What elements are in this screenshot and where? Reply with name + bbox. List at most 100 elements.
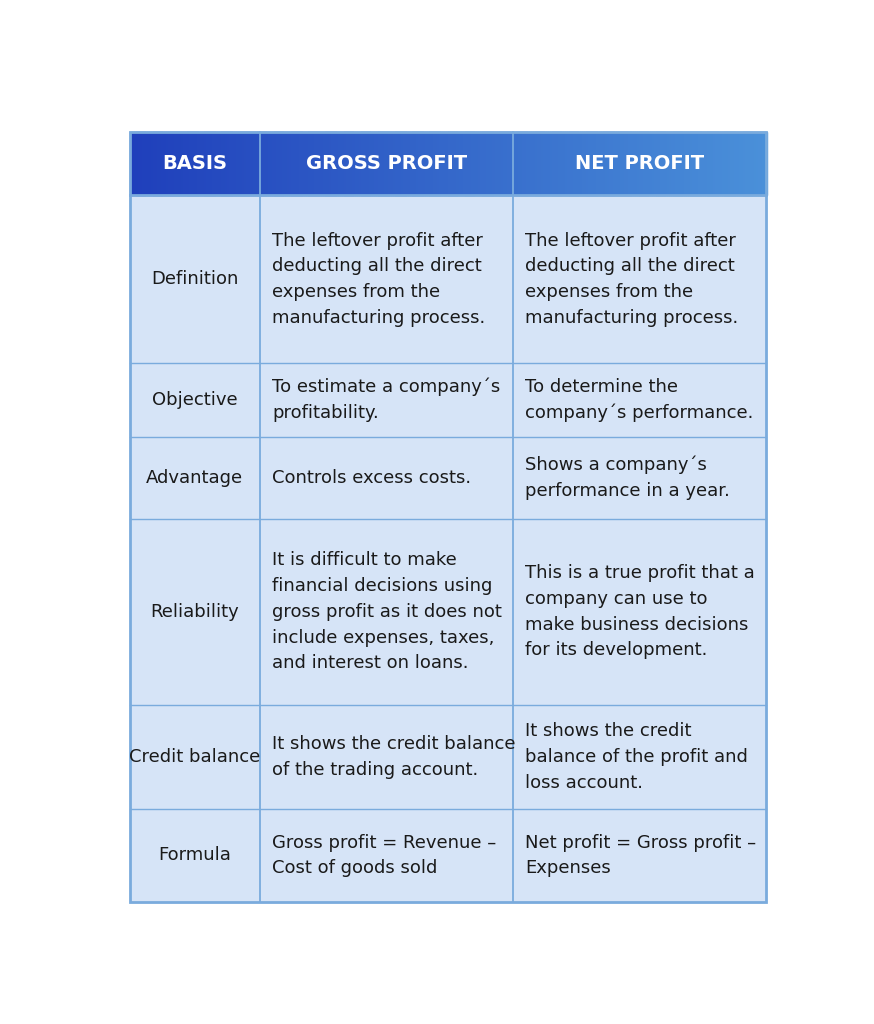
Bar	[412, 132, 414, 196]
Bar	[261, 132, 264, 196]
Bar	[342, 132, 344, 196]
Bar	[607, 132, 610, 196]
Bar	[541, 132, 545, 196]
Bar	[465, 132, 468, 196]
Bar	[690, 132, 693, 196]
Bar	[352, 132, 355, 196]
Bar	[401, 132, 404, 196]
Text: This is a true profit that a
company can use to
make business decisions
for its : This is a true profit that a company can…	[525, 564, 755, 659]
Bar	[694, 132, 697, 196]
Bar	[741, 132, 744, 196]
Bar	[511, 132, 515, 196]
Bar	[450, 132, 453, 196]
Bar	[211, 132, 213, 196]
Bar	[177, 132, 179, 196]
Bar	[537, 132, 540, 196]
Bar	[715, 132, 718, 196]
Bar	[435, 132, 438, 196]
Text: Controls excess costs.: Controls excess costs.	[273, 469, 471, 487]
Bar	[321, 132, 323, 196]
Bar	[456, 132, 459, 196]
Bar	[609, 132, 612, 196]
Bar	[586, 132, 589, 196]
Bar	[737, 132, 739, 196]
Bar	[359, 132, 362, 196]
Bar	[382, 132, 385, 196]
Bar	[588, 132, 591, 196]
Bar	[251, 132, 253, 196]
Bar	[743, 132, 746, 196]
Bar	[637, 132, 640, 196]
Bar	[236, 132, 239, 196]
Bar	[129, 196, 766, 902]
Bar	[482, 132, 485, 196]
Bar	[331, 132, 334, 196]
Bar	[551, 132, 555, 196]
Bar	[707, 132, 710, 196]
Bar	[593, 132, 595, 196]
Bar	[355, 132, 357, 196]
Bar	[285, 132, 288, 196]
Bar	[713, 132, 716, 196]
Bar	[407, 132, 411, 196]
Bar	[340, 132, 343, 196]
Bar	[704, 132, 708, 196]
Bar	[444, 132, 447, 196]
Bar	[365, 132, 368, 196]
Bar	[728, 132, 731, 196]
Bar	[518, 132, 521, 196]
Bar	[166, 132, 169, 196]
Bar	[397, 132, 399, 196]
Bar	[427, 132, 429, 196]
Text: Credit balance: Credit balance	[129, 748, 260, 766]
Text: The leftover profit after
deducting all the direct
expenses from the
manufacturi: The leftover profit after deducting all …	[273, 231, 486, 327]
Bar	[288, 132, 292, 196]
Bar	[599, 132, 601, 196]
Bar	[144, 132, 147, 196]
Bar	[267, 132, 270, 196]
Bar	[333, 132, 336, 196]
Bar	[240, 132, 243, 196]
Bar	[495, 132, 497, 196]
Bar	[692, 132, 695, 196]
Bar	[622, 132, 625, 196]
Bar	[151, 132, 154, 196]
Bar	[758, 132, 760, 196]
Bar	[475, 132, 478, 196]
Bar	[371, 132, 374, 196]
Bar	[645, 132, 649, 196]
Bar	[630, 132, 634, 196]
Bar	[257, 132, 260, 196]
Bar	[306, 132, 309, 196]
Bar	[531, 132, 533, 196]
Bar	[656, 132, 659, 196]
Bar	[217, 132, 219, 196]
Bar	[263, 132, 266, 196]
Bar	[596, 132, 600, 196]
Bar	[312, 132, 315, 196]
Text: Net profit = Gross profit –
Expenses: Net profit = Gross profit – Expenses	[525, 834, 756, 878]
Bar	[459, 132, 461, 196]
Bar	[425, 132, 427, 196]
Bar	[677, 132, 680, 196]
Bar	[315, 132, 317, 196]
Bar	[719, 132, 723, 196]
Bar	[539, 132, 542, 196]
Bar	[514, 132, 517, 196]
Bar	[620, 132, 622, 196]
Bar	[380, 132, 383, 196]
Bar	[484, 132, 487, 196]
Bar	[682, 132, 684, 196]
Bar	[718, 132, 720, 196]
Bar	[163, 132, 166, 196]
Bar	[461, 132, 463, 196]
Bar	[242, 132, 245, 196]
Bar	[626, 132, 629, 196]
Bar	[376, 132, 378, 196]
Bar	[533, 132, 536, 196]
Bar	[490, 132, 493, 196]
Bar	[492, 132, 496, 196]
Text: Shows a company´s
performance in a year.: Shows a company´s performance in a year.	[525, 456, 730, 500]
Bar	[673, 132, 676, 196]
Bar	[134, 132, 136, 196]
